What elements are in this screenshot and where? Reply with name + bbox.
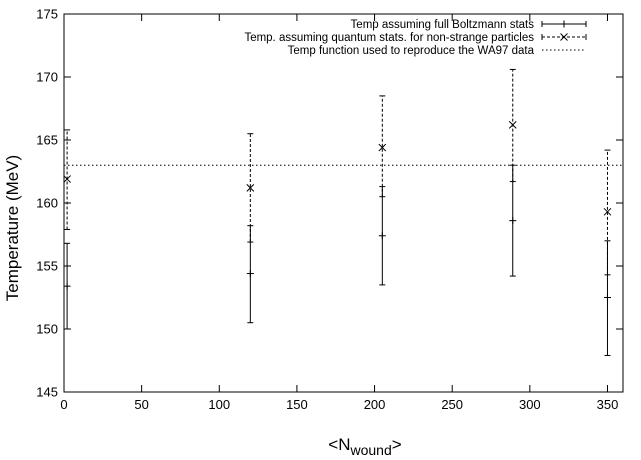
x-axis-title-main: <N (328, 435, 350, 454)
x-tick-label: 0 (60, 397, 67, 412)
series-2 (63, 68, 612, 276)
y-tick-label: 165 (36, 133, 58, 148)
legend-label: Temp function used to reproduce the WA97… (288, 45, 535, 57)
y-tick-label: 170 (36, 70, 58, 85)
x-axis-title-subscript: wound (350, 442, 392, 458)
data-point-cross-b (603, 207, 612, 216)
legend-marker-cross-b (560, 33, 568, 41)
x-tick-label: 250 (441, 397, 463, 412)
data-point-cross-b (246, 184, 255, 192)
legend-label: Temp. assuming quantum stats. for non-st… (244, 32, 534, 44)
axis-ticks-layer: 145 150 155 160 165 170 175 0 50 100 150 200 250 300 3… (36, 7, 623, 412)
data-point-cross-b (508, 121, 517, 129)
x-tick-label: 300 (519, 397, 541, 412)
y-tick-label: 155 (36, 259, 58, 274)
y-tick-label: 145 (36, 385, 58, 400)
x-tick-label: 50 (134, 397, 148, 412)
legend-label: Temp assuming full Boltzmann stats (351, 19, 535, 31)
series-layer (63, 68, 623, 356)
legend: Temp assuming full Boltzmann statsTemp. … (244, 19, 587, 57)
x-tick-label: 350 (597, 397, 619, 412)
y-tick-label: 175 (36, 7, 58, 22)
x-axis-title: <Nwound> (328, 435, 401, 458)
y-tick-label: 150 (36, 322, 58, 337)
y-axis-title: Temperature (MeV) (3, 155, 22, 301)
x-tick-label: 150 (286, 397, 308, 412)
x-tick-label: 100 (208, 397, 230, 412)
data-point-cross-b (378, 143, 387, 152)
series-1 (63, 164, 611, 356)
y-tick-label: 160 (36, 196, 58, 211)
x-tick-label: 200 (364, 397, 386, 412)
data-point-cross-b (63, 175, 71, 183)
x-axis-title-close: > (392, 435, 402, 454)
